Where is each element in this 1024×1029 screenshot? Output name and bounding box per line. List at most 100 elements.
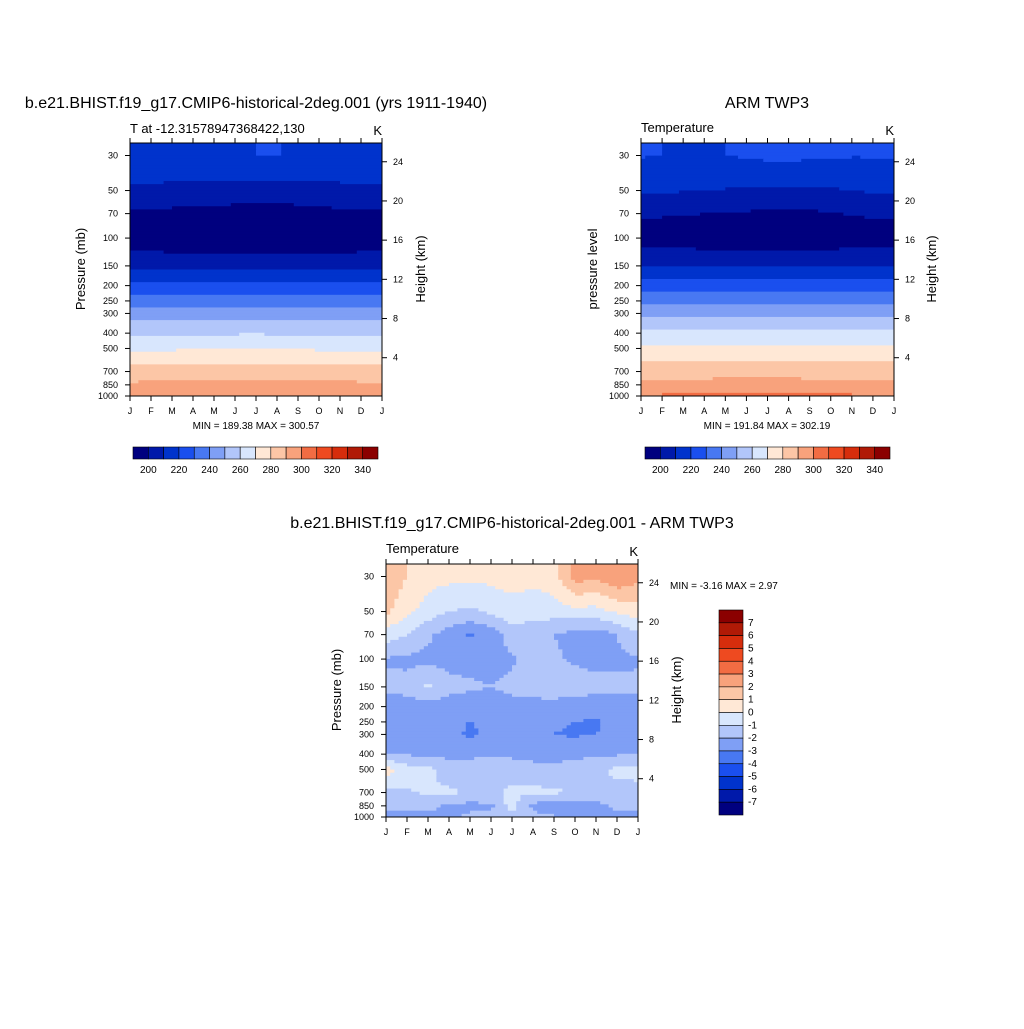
field-cell <box>482 687 496 692</box>
panel-diff: b.e21.BHIST.f19_g17.CMIP6-historical-2de… <box>290 515 778 837</box>
field-cell <box>390 624 421 628</box>
x-tick-label: J <box>510 827 515 837</box>
field-cell <box>386 576 408 581</box>
x-tick-label: S <box>807 406 813 416</box>
field-cell <box>130 288 382 293</box>
field-cell <box>495 687 638 692</box>
field-cell <box>465 620 475 625</box>
y-right-tick-label: 4 <box>649 774 654 784</box>
field-cell <box>575 579 584 584</box>
field-cell <box>402 582 450 587</box>
field-cell <box>641 253 894 258</box>
field-cell <box>641 370 894 375</box>
field-cell <box>641 392 663 396</box>
colorbar-label: 7 <box>748 618 754 629</box>
field-cell <box>617 633 638 638</box>
field-cell <box>130 143 257 147</box>
field-cell <box>503 643 559 647</box>
field-cell <box>474 633 505 638</box>
colorbar-label: -7 <box>748 797 757 808</box>
field-cell <box>256 146 282 150</box>
field-cell <box>621 643 638 647</box>
field-cell <box>641 266 894 271</box>
field-cell <box>415 627 446 632</box>
field-cell <box>851 392 894 396</box>
field-cell <box>566 734 580 739</box>
field-cell <box>641 241 894 245</box>
field-cell <box>495 614 631 619</box>
x-tick-label: J <box>380 406 385 416</box>
y-right-tick-label: 12 <box>649 695 659 705</box>
field-cell <box>411 753 618 758</box>
field-cell <box>486 611 618 616</box>
field-cell <box>641 206 894 211</box>
field-cell <box>554 813 638 817</box>
field-cell <box>419 791 458 796</box>
field-cell <box>256 149 282 154</box>
field-cell <box>386 573 408 578</box>
field-cell <box>386 718 584 723</box>
panel-model-field <box>130 143 382 396</box>
field-cell <box>621 646 638 650</box>
panel-diff-axes: J F M A M J J A S O N D J 30 50 70 100 150 200 250 300 400 500… <box>354 559 659 837</box>
field-cell <box>407 567 559 571</box>
field-cell <box>507 671 638 676</box>
colorbar-label: 240 <box>713 465 730 476</box>
colorbar-box <box>718 660 744 675</box>
field-cell <box>386 636 400 641</box>
field-cell <box>558 696 638 701</box>
field-cell <box>411 611 446 616</box>
field-cell <box>386 753 412 758</box>
field-cell <box>641 244 894 248</box>
field-cell <box>444 668 513 673</box>
field-cell <box>130 253 382 258</box>
field-cell <box>801 377 894 381</box>
field-cell <box>386 769 395 774</box>
field-cell <box>516 658 568 663</box>
colorbar-box <box>193 446 210 460</box>
field-cell <box>558 646 622 650</box>
field-cell <box>457 608 479 613</box>
field-cell <box>641 247 697 252</box>
field-cell <box>130 165 382 169</box>
field-cell <box>398 592 429 597</box>
field-cell <box>507 649 563 654</box>
panel-obs-stats: MIN = 191.84 MAX = 302.19 <box>704 421 831 432</box>
colorbar-label: 3 <box>748 669 754 680</box>
field-cell <box>645 155 739 160</box>
field-cell <box>864 190 894 195</box>
field-cell <box>507 620 526 625</box>
field-cell <box>608 582 635 587</box>
field-cell <box>130 345 382 350</box>
field-cell <box>130 168 382 173</box>
y-right-tick-label: 12 <box>393 274 403 284</box>
field-cell <box>583 756 638 761</box>
colorbar-box <box>690 446 707 460</box>
field-cell <box>596 605 638 609</box>
field-cell <box>440 630 500 635</box>
field-cell <box>725 149 894 154</box>
panel-obs: ARM TWP3 Temperature K J F M A M J J A S O N D J 30 50… <box>585 95 939 476</box>
y-right-tick-label: 16 <box>393 235 403 245</box>
field-cell <box>461 813 555 817</box>
x-tick-label: A <box>446 827 452 837</box>
field-cell <box>457 788 505 793</box>
field-cell <box>394 605 421 609</box>
y-tick-label: 100 <box>614 233 629 243</box>
field-cell <box>440 782 638 786</box>
field-cell <box>386 601 395 606</box>
field-cell <box>554 595 610 600</box>
field-cell <box>407 570 559 575</box>
field-cell <box>386 617 404 622</box>
x-tick-label: A <box>190 406 196 416</box>
colorbar-box <box>301 446 318 460</box>
field-cell <box>340 180 382 185</box>
x-tick-label: M <box>679 406 687 416</box>
field-cell <box>533 760 563 764</box>
field-cell <box>641 313 894 318</box>
y-tick-label: 250 <box>103 296 118 306</box>
field-cell <box>503 794 521 799</box>
field-cell <box>570 722 601 726</box>
colorbar-label: 300 <box>805 465 822 476</box>
field-cell <box>558 639 618 644</box>
